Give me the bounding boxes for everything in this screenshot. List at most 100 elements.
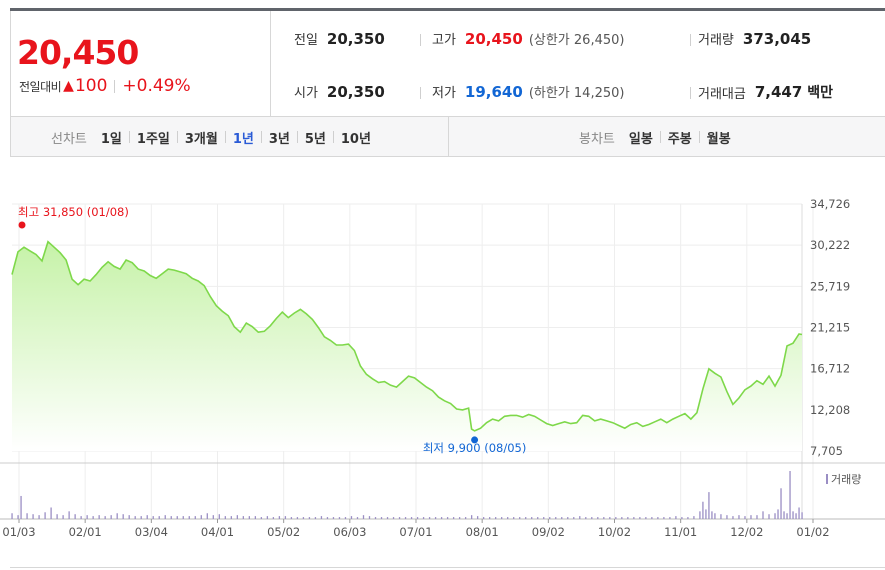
high-price: 고가 20,450 (상한가 26,450): [432, 29, 624, 49]
volume-bar: [663, 517, 665, 519]
chart-tab-bar: 선차트 1일 1주일 3개월 1년 3년 5년 10년 봉차트 일봉 주봉 월봉: [10, 117, 885, 157]
volume-bar: [440, 517, 443, 519]
volume-value: 373,045: [742, 29, 812, 48]
volume-bar: [434, 517, 437, 519]
volume-bar: [795, 513, 797, 519]
volume-bar: [458, 517, 461, 519]
volume-bar: [362, 515, 365, 519]
volume-bar: [783, 511, 785, 519]
volume-bar: [302, 517, 305, 519]
volume-bar: [675, 516, 677, 519]
lower-limit: (하한가 14,250): [528, 86, 625, 101]
x-tick-label: 09/02: [532, 525, 565, 539]
volume-bar: [17, 515, 19, 519]
tab-1w[interactable]: 1주일: [136, 131, 170, 147]
volume-bar: [134, 516, 136, 519]
y-tick-label: 25,719: [810, 279, 850, 293]
tab-3m[interactable]: 3개월: [184, 131, 218, 147]
tab-5y[interactable]: 5년: [304, 131, 326, 147]
volume-bar: [705, 509, 707, 519]
tab-1y[interactable]: 1년: [232, 131, 254, 147]
volume-bar: [152, 516, 154, 519]
volume-bar: [50, 507, 52, 519]
tab-1d[interactable]: 1일: [100, 131, 122, 147]
volume-bar: [801, 512, 803, 519]
volume-legend-swatch: [826, 474, 828, 484]
volume-bar: [44, 512, 46, 519]
volume-bar: [597, 517, 599, 519]
volume-bar: [230, 516, 232, 519]
volume-bar: [278, 516, 281, 519]
volume-bar: [200, 515, 202, 519]
chart-labels: 34,726 30,222 25,719 21,215 16,712 12,208 7,70…: [2, 197, 861, 539]
change-row: 전일대비 ▲ 100 +0.49%: [19, 76, 191, 96]
volume-bar: [537, 517, 539, 519]
volume-bar: [567, 517, 569, 519]
x-tick-label: 01/03: [2, 525, 35, 539]
volume-bar: [296, 517, 299, 519]
tab-separator: [128, 131, 130, 143]
volume-bar: [218, 514, 220, 519]
volume-bar: [224, 516, 226, 519]
volume-bar: [591, 517, 593, 519]
volume-bar: [332, 517, 335, 519]
volume-bar: [446, 517, 449, 519]
volume-bar: [693, 516, 695, 519]
volume-bar: [380, 517, 383, 519]
volume-bar: [750, 515, 752, 519]
volume-bar: [98, 515, 100, 519]
volume-bar: [26, 513, 28, 519]
y-tick-label: 34,726: [810, 197, 850, 211]
price-line: [11, 240, 803, 432]
volume-bar: [789, 471, 791, 519]
volume-bar: [254, 516, 257, 519]
volume-bar: [11, 513, 13, 519]
tab-separator: [296, 131, 298, 143]
volume-bar: [519, 517, 521, 519]
volume-bar: [248, 516, 251, 519]
price-area-fill: [12, 241, 802, 451]
volume-bar: [513, 517, 515, 519]
volume-bar: [92, 516, 94, 519]
volume-bar: [476, 516, 479, 519]
up-arrow-icon: ▲: [63, 78, 74, 94]
top-border: [10, 8, 885, 11]
volume-bar: [708, 492, 710, 519]
volume-bar: [146, 515, 148, 519]
line-chart-heading: 선차트: [51, 131, 87, 147]
volume-bar: [464, 517, 467, 519]
volume-bar: [627, 517, 629, 519]
tab-separator: [260, 131, 262, 143]
x-tick-label: 12/02: [730, 525, 763, 539]
tab-separator: [332, 131, 334, 143]
volume-bar: [356, 517, 359, 519]
info-separator: [690, 87, 691, 99]
price-chart: 34,726 30,222 25,719 21,215 16,712 12,208 7,70…: [0, 197, 885, 539]
volume-bar: [422, 517, 425, 519]
tab-3y[interactable]: 3년: [268, 131, 290, 147]
y-tick-label: 7,705: [810, 444, 843, 458]
volume-bar: [777, 509, 779, 519]
volume-bar: [62, 515, 64, 519]
volume-bar: [38, 515, 40, 519]
tab-10y[interactable]: 10년: [340, 131, 371, 147]
tab-daily-candle[interactable]: 일봉: [628, 131, 653, 147]
volume-bar: [756, 515, 758, 519]
volume-bar: [74, 514, 76, 519]
volume-bar: [714, 513, 716, 519]
tab-monthly-candle[interactable]: 월봉: [706, 131, 731, 147]
candle-chart-tabs: 봉차트 일봉 주봉 월봉: [579, 117, 731, 157]
volume-bar: [489, 517, 491, 519]
volume-bar: [633, 517, 635, 519]
y-tick-label: 12,208: [810, 403, 850, 417]
volume-bar: [320, 516, 323, 519]
volume-bar: [350, 516, 353, 519]
volume-bar: [549, 517, 551, 519]
low-price: 저가 19,640 (하한가 14,250): [432, 82, 625, 102]
tab-weekly-candle[interactable]: 주봉: [667, 131, 692, 147]
volume-bar: [272, 517, 275, 519]
volume-bar: [182, 516, 184, 519]
change-percent: +0.49%: [122, 76, 191, 96]
current-price: 20,450: [17, 33, 139, 72]
volume-bar: [687, 517, 689, 519]
